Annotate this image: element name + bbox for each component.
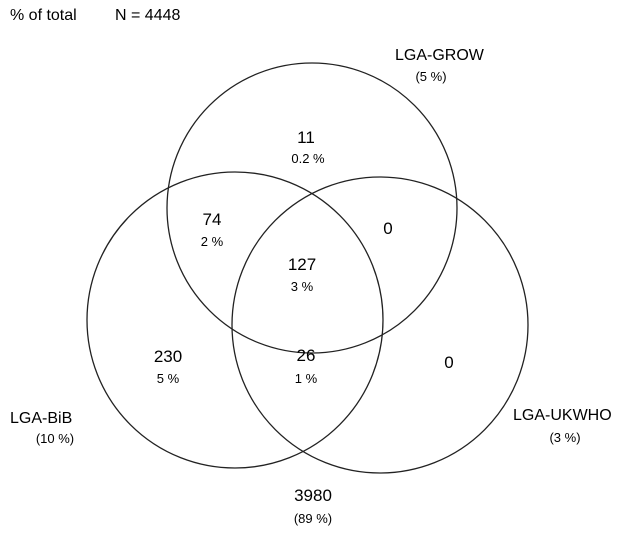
set-label-bib: LGA-BiB [10,410,72,427]
region-grow-only-count: 11 [297,128,315,147]
set-label-ukwho: LGA-UKWHO [513,407,612,424]
region-grow-bib-count: 74 [203,210,222,229]
circle-lga-grow [166,62,458,354]
region-grow-bib-percent: 2 % [201,234,224,249]
region-outside-count: 3980 [294,486,332,505]
set-percent-grow: (5 %) [415,69,446,84]
region-grow-only-percent: 0.2 % [291,151,325,166]
region-all-three-percent: 3 % [291,279,314,294]
region-grow-ukwho-count: 0 [383,219,392,238]
region-outside-percent: (89 %) [294,511,332,526]
circle-lga-ukwho [231,176,529,474]
circle-lga-bib [86,171,384,469]
region-bib-only-count: 230 [154,347,182,366]
region-all-three-count: 127 [288,255,316,274]
region-bib-ukwho-percent: 1 % [295,371,318,386]
region-bib-ukwho-count: 26 [297,346,316,365]
set-percent-bib: (10 %) [36,431,74,446]
total-label: % of total [10,7,77,24]
set-percent-ukwho: (3 %) [549,430,580,445]
n-label: N = 4448 [115,7,180,24]
region-ukwho-only-count: 0 [444,353,453,372]
region-bib-only-percent: 5 % [157,371,180,386]
set-label-grow: LGA-GROW [395,47,485,64]
